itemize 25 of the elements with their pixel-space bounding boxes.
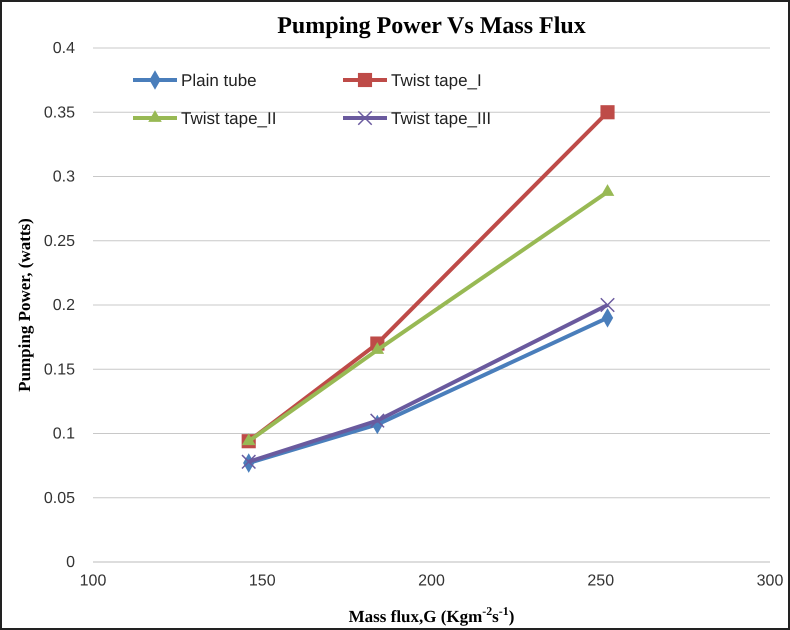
y-tick-label: 0.25	[44, 232, 76, 250]
y-tick-label: 0.4	[52, 40, 76, 58]
x-tick-label: 250	[587, 572, 614, 590]
legend-label: Plain tube	[181, 71, 257, 90]
y-tick-label: 0.05	[44, 490, 76, 507]
y-tick-label: 0.2	[52, 297, 76, 314]
point	[600, 105, 615, 120]
legend-label: Twist tape_II	[181, 109, 276, 128]
legend-label: Twist tape_I	[391, 71, 482, 90]
y-tick-label: 0.15	[44, 361, 76, 378]
x-axis-title: Mass flux,G (Kgm$^{-2}$s$^{-1}$)	[348, 604, 514, 626]
x-tick-label: 100	[80, 572, 106, 590]
x-tick-label: 300	[756, 572, 784, 590]
point	[241, 454, 256, 470]
y-axis-title: Pumping Power, (watts)	[15, 218, 34, 392]
y-tick-label: 0	[66, 554, 76, 572]
x-tick-label: 150	[248, 572, 276, 590]
y-tick-label: 0.1	[52, 426, 76, 443]
y-tick-label: 0.3	[52, 168, 76, 186]
chart-title: Pumping Power Vs Mass Flux	[277, 13, 586, 39]
legend-label: Twist tape_III	[391, 109, 492, 128]
point	[370, 413, 385, 428]
point	[600, 298, 615, 312]
x-tick-label: 200	[418, 572, 445, 590]
y-tick-label: 0.35	[44, 104, 76, 122]
